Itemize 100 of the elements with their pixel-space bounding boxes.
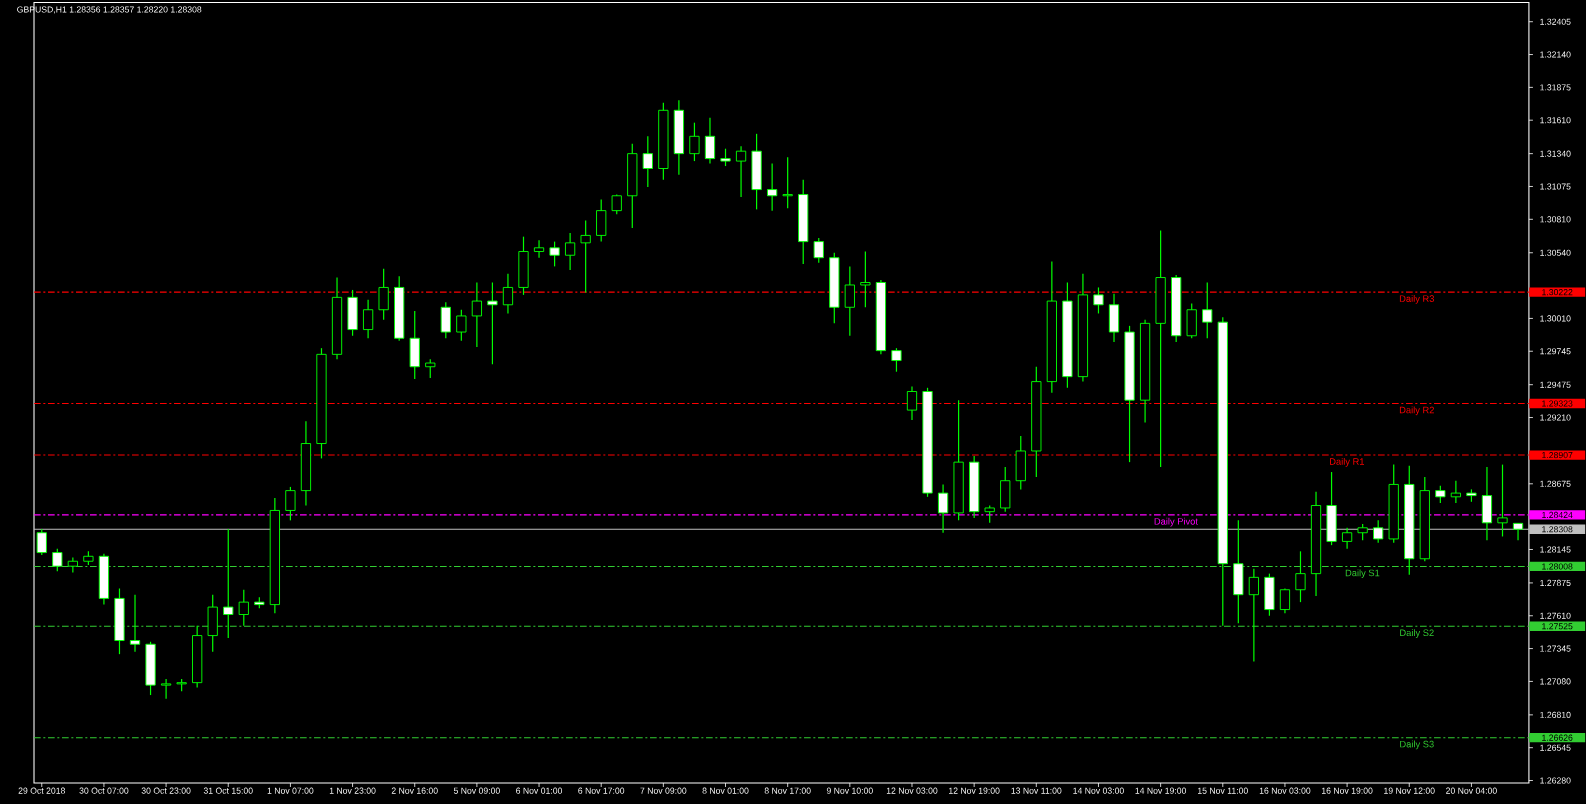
- y-tick-label: 1.27345: [1540, 645, 1571, 652]
- y-tick-label: 1.31075: [1540, 183, 1571, 190]
- y-tick-label: 1.32405: [1540, 18, 1571, 25]
- candlestick: [129, 594, 141, 653]
- x-tick-label: 30 Oct 23:00: [141, 787, 191, 794]
- candlestick: [1497, 464, 1508, 538]
- x-tick-label: 15 Nov 11:00: [1198, 787, 1248, 794]
- y-tick-label: 1.31875: [1540, 84, 1571, 91]
- y-tick-label: 1.29210: [1540, 414, 1571, 421]
- x-tick-label: 12 Nov 19:00: [949, 787, 1000, 794]
- x-tick-label: 31 Oct 15:00: [203, 787, 253, 794]
- candlestick: [813, 237, 824, 264]
- text: 1.30222: [1542, 289, 1573, 296]
- candlestick: [52, 548, 63, 572]
- candlestick: [471, 281, 483, 348]
- ref-line-label: Daily R2: [1399, 406, 1434, 416]
- x-tick-label: 7 Nov 09:00: [640, 787, 687, 794]
- candlestick: [642, 135, 653, 188]
- x-tick-label: 14 Nov 03:00: [1073, 787, 1124, 794]
- candlestick: [533, 239, 545, 259]
- y-tick-label: 1.30810: [1540, 216, 1571, 223]
- y-tick-label: 1.29475: [1540, 381, 1571, 388]
- candlestick: [1512, 522, 1524, 541]
- candlestick: [1248, 568, 1259, 663]
- candlestick: [1295, 550, 1306, 603]
- candlestick: [549, 241, 560, 267]
- candlestick: [767, 162, 778, 212]
- y-tick-label: 1.32140: [1540, 51, 1571, 58]
- x-tick-label: 9 Nov 10:00: [826, 787, 873, 794]
- x-tick-label: 6 Nov 01:00: [516, 787, 563, 794]
- x-tick-label: 20 Nov 04:00: [1446, 787, 1497, 794]
- x-tick-label: 1 Nov 07:00: [267, 787, 314, 794]
- candlestick: [36, 528, 47, 556]
- candlestick: [1202, 281, 1213, 339]
- ref-line-label: Daily R1: [1330, 458, 1365, 467]
- candlestick: [223, 528, 234, 639]
- x-tick-label: 16 Nov 19:00: [1322, 787, 1373, 794]
- x-tick-label: 8 Nov 17:00: [764, 787, 811, 794]
- text: 1.28907: [1542, 452, 1573, 459]
- text: 1.29323: [1542, 400, 1573, 407]
- x-tick-label: 8 Nov 01:00: [702, 787, 749, 794]
- x-tick-label: 6 Nov 17:00: [578, 787, 625, 794]
- y-tick-label: 1.26545: [1540, 744, 1571, 751]
- candlestick: [425, 358, 436, 379]
- candlestick: [1450, 480, 1462, 504]
- candlestick: [378, 268, 389, 321]
- y-tick-label: 1.30540: [1540, 249, 1571, 256]
- x-tick-label: 29 Oct 2018: [18, 787, 65, 794]
- x-tick-label: 1 Nov 23:00: [329, 787, 376, 794]
- candlestick: [891, 347, 902, 373]
- x-tick-label: 19 Nov 12:00: [1384, 787, 1435, 794]
- candlestick: [860, 250, 871, 308]
- y-tick-label: 1.29745: [1540, 348, 1571, 355]
- text: 1.28008: [1542, 563, 1573, 570]
- ref-line-label: Daily Pivot: [1154, 517, 1198, 527]
- candlestick: [937, 483, 949, 534]
- y-tick-label: 1.28145: [1540, 546, 1571, 553]
- y-tick-label: 1.27875: [1540, 579, 1571, 586]
- ref-line-label: Daily R3: [1399, 295, 1434, 304]
- y-tick-label: 1.26280: [1540, 777, 1571, 784]
- x-tick-label: 13 Nov 11:00: [1011, 787, 1062, 794]
- x-tick-label: 14 Nov 19:00: [1135, 787, 1187, 794]
- candlestick: [689, 122, 700, 162]
- candlestick: [502, 273, 514, 315]
- text: 1.27525: [1542, 623, 1573, 630]
- candlestick: [362, 299, 374, 339]
- y-tick-label: 1.30010: [1540, 315, 1571, 322]
- x-tick-label: 12 Nov 03:00: [886, 787, 938, 794]
- candlestick: [1373, 519, 1384, 544]
- candlestick: [564, 232, 576, 271]
- y-tick-label: 1.31340: [1540, 150, 1571, 157]
- candlestick: [906, 385, 918, 421]
- text: 1.26626: [1542, 734, 1573, 741]
- candlestick: [456, 309, 467, 342]
- candlestick: [704, 117, 716, 165]
- ref-line-label: Daily S2: [1400, 629, 1434, 638]
- candlestick: [487, 281, 498, 365]
- candlestick: [580, 219, 591, 293]
- ref-line-label: Daily S1: [1345, 569, 1380, 579]
- candlestick: [160, 678, 172, 700]
- candlestick: [735, 145, 747, 198]
- text: 1.28424: [1542, 511, 1573, 518]
- candlestick: [238, 589, 249, 627]
- x-tick-label: 2 Nov 16:00: [391, 787, 438, 794]
- candlestick: [285, 486, 296, 521]
- y-tick-label: 1.27610: [1540, 612, 1571, 619]
- candlestick: [844, 265, 855, 337]
- candlestick: [1093, 286, 1104, 315]
- candlestick: [1279, 587, 1291, 614]
- y-tick-label: 1.28675: [1540, 480, 1571, 487]
- candlestick: [782, 156, 793, 209]
- x-tick-label: 16 Nov 03:00: [1259, 787, 1311, 794]
- text: 1.28308: [1542, 526, 1573, 533]
- y-tick-label: 1.26810: [1540, 711, 1571, 718]
- chart-title: GBPUSD,H1 1.28356 1.28357 1.28220 1.28308: [17, 6, 202, 14]
- y-tick-label: 1.27080: [1540, 678, 1571, 685]
- candlestick: [1341, 527, 1353, 550]
- y-tick-label: 1.31610: [1540, 117, 1571, 124]
- x-tick-label: 5 Nov 09:00: [453, 787, 500, 794]
- x-tick-label: 30 Oct 07:00: [79, 787, 129, 794]
